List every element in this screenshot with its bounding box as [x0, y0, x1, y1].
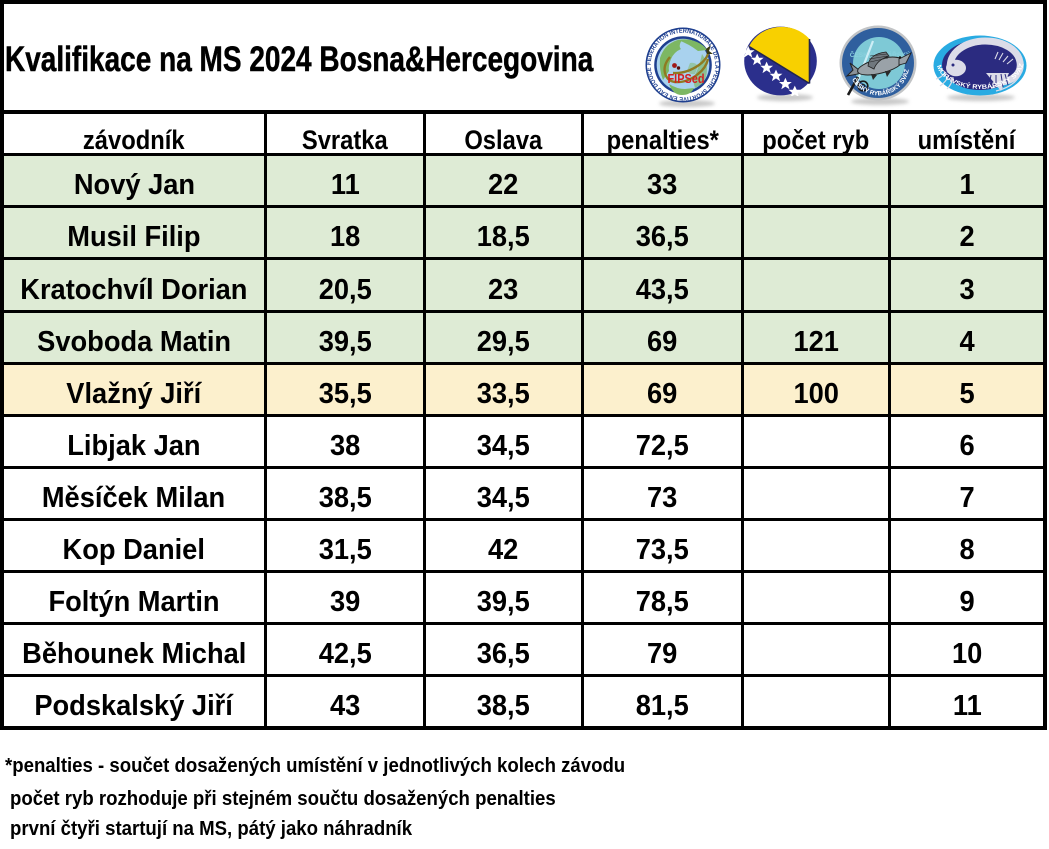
- svg-text:FIPSed: FIPSed: [668, 71, 705, 86]
